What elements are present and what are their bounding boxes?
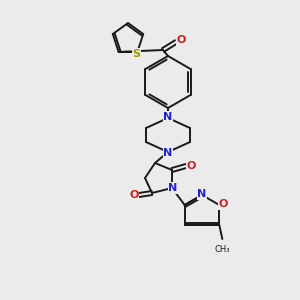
Text: O: O	[219, 199, 228, 209]
Text: O: O	[186, 161, 196, 171]
Text: O: O	[129, 190, 139, 200]
Text: O: O	[176, 35, 186, 45]
Text: N: N	[197, 189, 207, 199]
Text: N: N	[168, 183, 178, 193]
Text: N: N	[164, 112, 172, 122]
Text: S: S	[132, 49, 140, 59]
Text: N: N	[164, 148, 172, 158]
Text: CH₃: CH₃	[214, 245, 230, 254]
